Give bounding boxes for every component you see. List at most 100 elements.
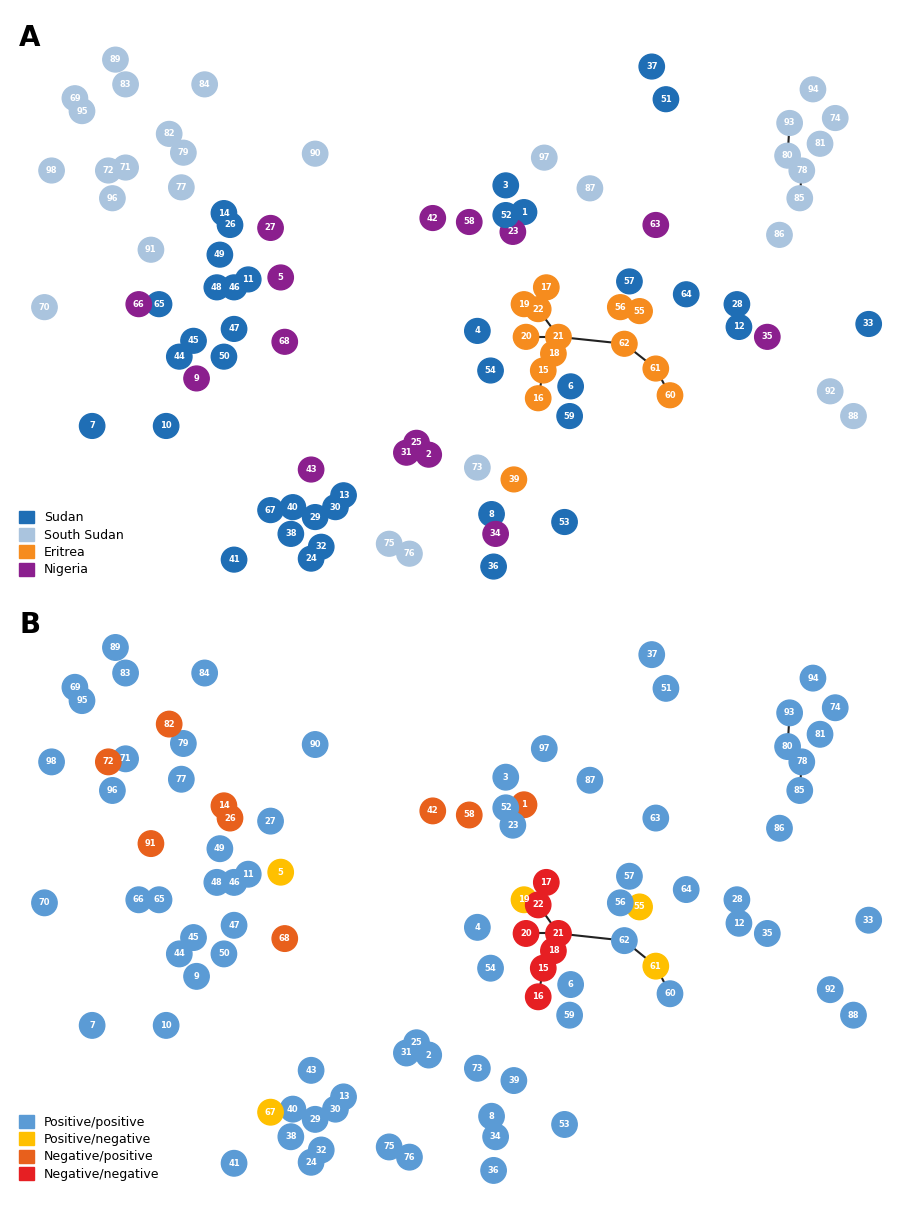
- Text: 47: 47: [229, 921, 240, 930]
- Text: 49: 49: [214, 844, 226, 854]
- Text: 65: 65: [153, 896, 165, 904]
- Circle shape: [393, 440, 419, 465]
- Text: 15: 15: [537, 964, 549, 973]
- Text: 44: 44: [174, 949, 185, 959]
- Text: 40: 40: [287, 1105, 299, 1113]
- Text: 8: 8: [489, 509, 494, 519]
- Circle shape: [278, 521, 303, 546]
- Circle shape: [171, 730, 196, 757]
- Text: 67: 67: [265, 505, 276, 515]
- Circle shape: [653, 87, 679, 111]
- Text: 65: 65: [153, 300, 165, 308]
- Text: 19: 19: [518, 896, 530, 904]
- Circle shape: [397, 1145, 422, 1170]
- Circle shape: [456, 209, 482, 235]
- Text: 75: 75: [383, 539, 395, 549]
- Circle shape: [841, 1002, 866, 1028]
- Circle shape: [558, 374, 583, 399]
- Text: 76: 76: [403, 1152, 415, 1162]
- Circle shape: [616, 863, 642, 889]
- Circle shape: [493, 173, 518, 198]
- Text: 1: 1: [521, 208, 526, 216]
- Circle shape: [302, 731, 328, 757]
- Text: 80: 80: [782, 151, 793, 160]
- Circle shape: [464, 318, 490, 343]
- Circle shape: [552, 1112, 577, 1138]
- Text: 4: 4: [474, 922, 481, 932]
- Circle shape: [100, 777, 125, 803]
- Text: 22: 22: [532, 305, 544, 313]
- Circle shape: [577, 768, 603, 793]
- Circle shape: [181, 925, 206, 950]
- Circle shape: [157, 121, 182, 146]
- Circle shape: [147, 887, 172, 913]
- Text: 56: 56: [615, 898, 626, 907]
- Text: 30: 30: [329, 503, 341, 511]
- Circle shape: [299, 1058, 324, 1083]
- Circle shape: [726, 314, 752, 340]
- Circle shape: [526, 892, 551, 918]
- Legend: Positive/positive, Positive/negative, Negative/positive, Negative/negative: Positive/positive, Positive/negative, Ne…: [15, 1111, 163, 1185]
- Circle shape: [331, 1084, 356, 1110]
- Text: 67: 67: [265, 1107, 276, 1117]
- Text: 48: 48: [211, 878, 222, 887]
- Text: 82: 82: [164, 719, 175, 729]
- Text: 54: 54: [485, 366, 497, 375]
- Circle shape: [552, 510, 577, 534]
- Text: 66: 66: [133, 300, 145, 308]
- Circle shape: [817, 378, 842, 404]
- Text: 26: 26: [224, 220, 236, 230]
- Circle shape: [775, 144, 800, 168]
- Text: 7: 7: [89, 422, 95, 430]
- Circle shape: [323, 494, 348, 520]
- Circle shape: [557, 404, 582, 428]
- Circle shape: [856, 908, 881, 933]
- Text: 70: 70: [39, 898, 50, 907]
- Circle shape: [511, 199, 536, 225]
- Text: 53: 53: [559, 517, 571, 526]
- Circle shape: [464, 455, 490, 480]
- Text: 83: 83: [120, 669, 131, 677]
- Circle shape: [404, 430, 429, 455]
- Text: 85: 85: [794, 786, 806, 796]
- Text: 78: 78: [796, 757, 807, 767]
- Text: 74: 74: [830, 114, 842, 122]
- Circle shape: [644, 357, 669, 381]
- Circle shape: [493, 796, 518, 821]
- Text: 84: 84: [199, 80, 211, 89]
- Circle shape: [221, 869, 247, 895]
- Text: 58: 58: [464, 218, 475, 226]
- Text: 51: 51: [660, 684, 671, 693]
- Text: 81: 81: [814, 730, 826, 739]
- Circle shape: [184, 964, 209, 989]
- Text: 44: 44: [174, 352, 185, 361]
- Circle shape: [181, 329, 206, 353]
- Circle shape: [309, 534, 334, 559]
- Text: 22: 22: [532, 901, 544, 909]
- Text: 87: 87: [584, 776, 596, 785]
- Text: 30: 30: [329, 1105, 341, 1113]
- Text: 25: 25: [410, 1039, 422, 1047]
- Text: 51: 51: [660, 94, 671, 104]
- Circle shape: [69, 688, 94, 713]
- Text: 50: 50: [218, 352, 230, 361]
- Circle shape: [404, 1030, 429, 1055]
- Text: 55: 55: [634, 307, 645, 316]
- Text: 21: 21: [553, 332, 564, 341]
- Text: 96: 96: [106, 193, 118, 203]
- Circle shape: [627, 299, 652, 324]
- Circle shape: [608, 295, 633, 319]
- Circle shape: [608, 890, 633, 915]
- Circle shape: [258, 1099, 284, 1126]
- Circle shape: [62, 675, 87, 700]
- Text: 46: 46: [229, 283, 240, 291]
- Circle shape: [532, 736, 557, 762]
- Circle shape: [147, 291, 172, 317]
- Circle shape: [32, 890, 58, 915]
- Circle shape: [500, 220, 526, 244]
- Text: 2: 2: [426, 450, 432, 459]
- Text: 32: 32: [315, 1145, 327, 1155]
- Circle shape: [393, 1040, 419, 1066]
- Circle shape: [323, 1097, 348, 1122]
- Text: 72: 72: [103, 166, 114, 175]
